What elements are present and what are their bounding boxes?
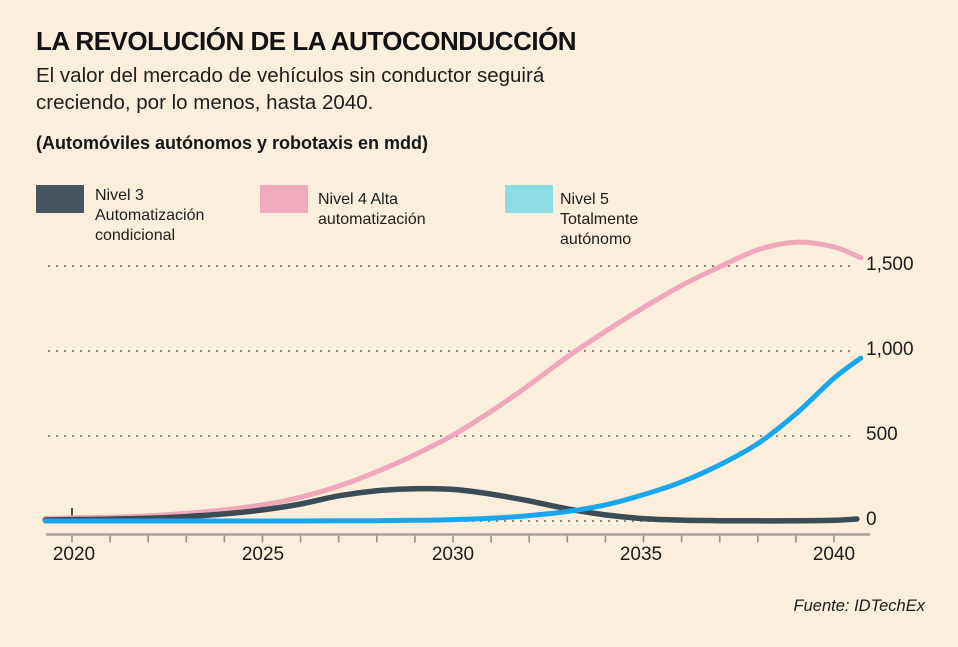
- legend-label-nivel-3: Nivel 3 Automatización condicional: [95, 187, 205, 244]
- y-tick-label-1000: 1,000: [866, 339, 914, 360]
- series-line-nivel-5: [42, 355, 864, 524]
- x-tick-label-2030: 2030: [431, 544, 475, 565]
- x-tick-label-2025: 2025: [241, 544, 285, 565]
- series-line-nivel-4: [42, 239, 864, 521]
- y-tick-label-0: 0: [866, 509, 877, 530]
- legend-swatch-nivel-5: [505, 185, 553, 213]
- series-line-nivel-3: [42, 485, 860, 524]
- legend-label-nivel-5: Nivel 5 Totalmente autónomo: [560, 191, 639, 248]
- x-tick-label-2020: 2020: [52, 544, 96, 565]
- y-tick-label-500: 500: [866, 424, 898, 445]
- legend-label-nivel-4: Nivel 4 Alta automatización: [318, 191, 426, 228]
- x-tick-label-2035: 2035: [619, 544, 663, 565]
- page-subtitle: El valor del mercado de vehículos sin co…: [36, 64, 545, 115]
- x-tick-label-2040: 2040: [812, 544, 856, 565]
- source-note: Fuente: IDTechEx: [793, 597, 925, 615]
- page-title: LA REVOLUCIÓN DE LA AUTOCONDUCCIÓN: [36, 26, 577, 56]
- legend-swatch-nivel-3: [36, 185, 84, 213]
- unit-note: (Automóviles autónomos y robotaxis en md…: [36, 133, 429, 153]
- y-tick-label-1500: 1,500: [866, 254, 914, 275]
- legend-swatch-nivel-4: [260, 185, 308, 213]
